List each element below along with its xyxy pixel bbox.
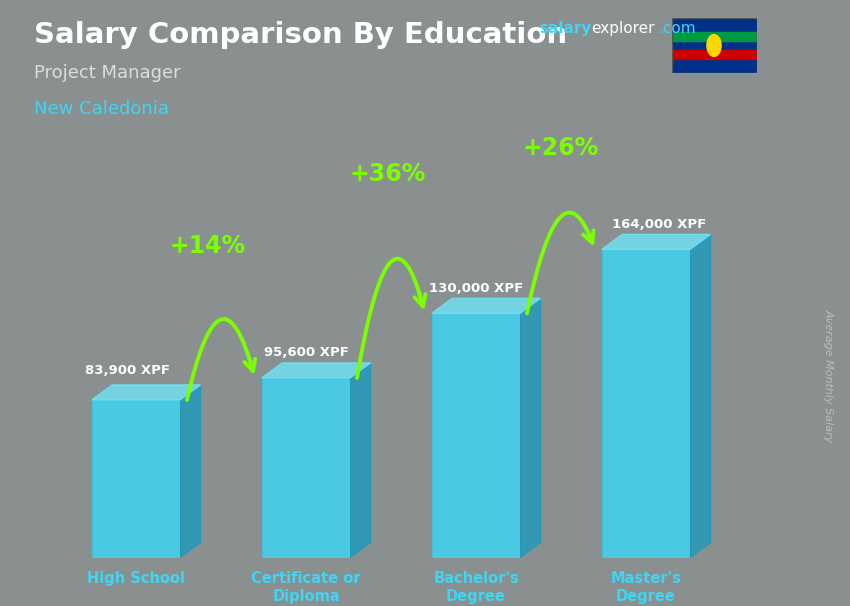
Text: Salary Comparison By Education: Salary Comparison By Education <box>34 21 567 49</box>
Text: Project Manager: Project Manager <box>34 64 180 82</box>
Text: Average Monthly Salary: Average Monthly Salary <box>824 309 834 442</box>
Text: .com: .com <box>659 21 696 36</box>
Text: salary: salary <box>540 21 592 36</box>
Polygon shape <box>262 378 350 558</box>
Text: 83,900 XPF: 83,900 XPF <box>85 364 170 378</box>
Polygon shape <box>432 298 541 313</box>
Polygon shape <box>350 363 371 558</box>
Text: 130,000 XPF: 130,000 XPF <box>429 282 523 295</box>
Text: New Caledonia: New Caledonia <box>34 100 169 118</box>
Text: +14%: +14% <box>169 235 246 258</box>
Polygon shape <box>92 385 201 400</box>
Polygon shape <box>262 363 371 378</box>
Polygon shape <box>520 298 541 558</box>
Polygon shape <box>602 250 690 558</box>
Polygon shape <box>690 235 711 558</box>
Text: 95,600 XPF: 95,600 XPF <box>264 346 348 359</box>
Polygon shape <box>602 235 711 250</box>
Polygon shape <box>432 313 520 558</box>
Text: explorer: explorer <box>591 21 654 36</box>
Text: +36%: +36% <box>349 162 426 186</box>
Polygon shape <box>180 385 201 558</box>
Text: 164,000 XPF: 164,000 XPF <box>613 218 706 231</box>
Ellipse shape <box>707 35 721 56</box>
Bar <box>672 50 756 59</box>
Polygon shape <box>92 400 180 558</box>
Text: +26%: +26% <box>523 136 599 160</box>
Bar <box>672 32 756 41</box>
